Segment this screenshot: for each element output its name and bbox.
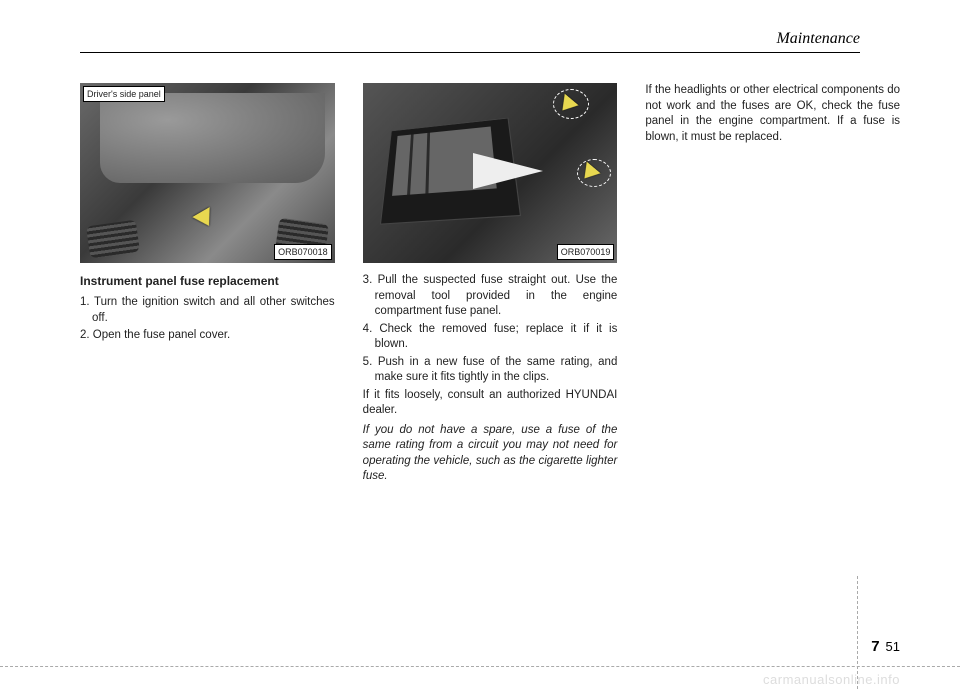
- photo1-bottom-label: ORB070018: [274, 244, 332, 260]
- steps-list-2: 3. Pull the suspected fuse straight out.…: [363, 273, 618, 386]
- photo1-top-label: Driver's side panel: [83, 86, 165, 102]
- page-container: Maintenance Driver's side panel ORB07001…: [0, 0, 960, 689]
- dash-shape: [100, 93, 325, 183]
- photo-instrument-panel: Driver's side panel ORB070018: [80, 83, 335, 263]
- step-item: 4. Check the removed fuse; replace it if…: [363, 322, 618, 353]
- photo2-bottom-label: ORB070019: [557, 244, 615, 260]
- step-item: 3. Pull the suspected fuse straight out.…: [363, 273, 618, 320]
- watermark: carmanualsonline.info: [763, 672, 900, 687]
- spare-note: If you do not have a spare, use a fuse o…: [363, 423, 618, 485]
- content-columns: Driver's side panel ORB070018 Instrument…: [80, 83, 900, 489]
- header-rule: [80, 52, 860, 53]
- photo-engine-fuse-panel: ORB070019: [363, 83, 618, 263]
- step-item: 1. Turn the ignition switch and all othe…: [80, 295, 335, 326]
- subheading-fuse-replacement: Instrument panel fuse replacement: [80, 273, 335, 289]
- headlights-text: If the headlights or other electrical co…: [645, 83, 900, 145]
- steps-list-1: 1. Turn the ignition switch and all othe…: [80, 295, 335, 344]
- loose-fit-text: If it fits loosely, consult an authorize…: [363, 388, 618, 419]
- pedal-left: [86, 220, 140, 259]
- page-number: 51: [886, 639, 900, 654]
- column-3: If the headlights or other electrical co…: [645, 83, 900, 489]
- section-title: Maintenance: [80, 30, 900, 48]
- column-2: ORB070019 3. Pull the suspected fuse str…: [363, 83, 618, 489]
- dashed-bottom-border: [0, 666, 960, 667]
- page-footer: 7 51: [871, 638, 900, 655]
- step-item: 5. Push in a new fuse of the same rating…: [363, 355, 618, 386]
- step-item: 2. Open the fuse panel cover.: [80, 328, 335, 344]
- chapter-number: 7: [871, 638, 879, 655]
- column-1: Driver's side panel ORB070018 Instrument…: [80, 83, 335, 489]
- lid-triangle: [473, 153, 543, 189]
- arrow-icon: [192, 207, 217, 231]
